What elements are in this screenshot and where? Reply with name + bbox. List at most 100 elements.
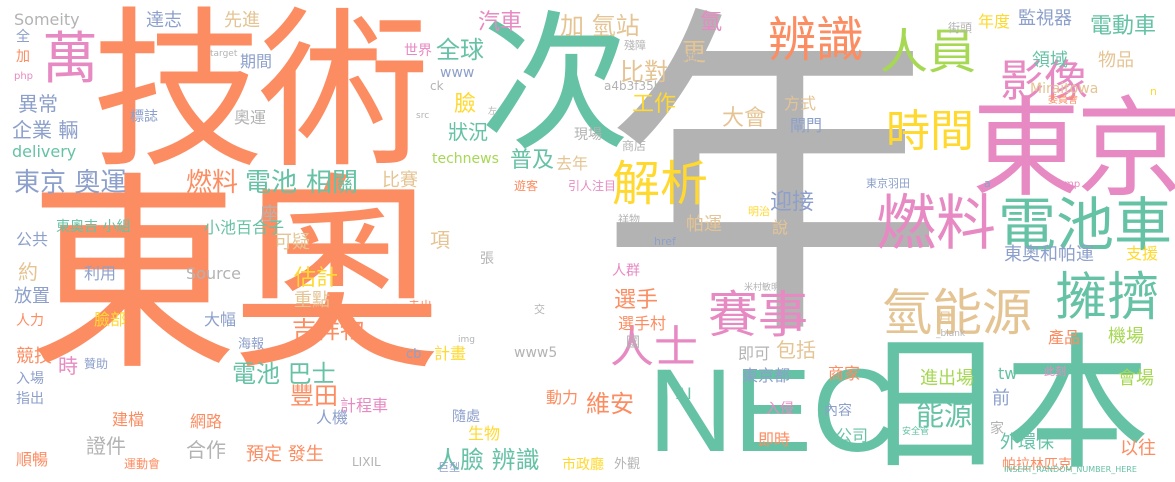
- word-href: href: [654, 235, 676, 248]
- word-xuanshoucun: 選手村: [618, 314, 667, 333]
- word-jichang: 機場: [1108, 326, 1144, 347]
- word-yundonghui: 運動會: [124, 457, 161, 471]
- word-nian: 年: [600, 0, 945, 381]
- word-dianchi: 電池: [245, 168, 298, 198]
- word-zhongdian: 重點: [294, 290, 330, 311]
- word-jishi: 即時: [758, 430, 791, 449]
- word-shengwu: 生物: [468, 424, 501, 443]
- word-quan: 全: [16, 29, 30, 45]
- word-renyuan: 人員: [880, 24, 977, 80]
- word-palalinpike: 帕拉林匹克: [1002, 457, 1072, 473]
- word-quanqiu: 全球: [436, 36, 484, 64]
- word-riben: 日本: [862, 320, 1150, 482]
- word-bianshi: 辨識: [768, 12, 865, 68]
- word-ruqin: 入侵: [766, 401, 794, 417]
- word-yongji: 擁擠: [1055, 268, 1160, 328]
- word-yuding-fasheng: 預定 發生: [246, 444, 324, 465]
- word-mucun: 米村敏明: [744, 283, 781, 293]
- word-zhengjian: 證件: [86, 434, 126, 458]
- word-gongsi: 公司: [836, 426, 869, 445]
- word-dongjingdu: 東京都: [742, 366, 791, 385]
- word-puji: 普及: [510, 148, 555, 173]
- word-blank: _blank: [936, 329, 966, 339]
- word-dianlidongche: 電動車: [1090, 14, 1157, 39]
- word-shangdian: 商店: [622, 139, 647, 153]
- word-jingji: 競技: [16, 346, 52, 367]
- word-huichang: 會場: [1118, 368, 1154, 389]
- word-shunchang: 順暢: [16, 450, 49, 469]
- word-weiyuanhui: 委員會: [1048, 95, 1078, 106]
- word-jianjian: 建檔: [112, 410, 145, 429]
- word-xiang: 項: [430, 228, 450, 252]
- word-zoucu: 走出: [408, 299, 433, 313]
- word-jike: 即可: [738, 344, 771, 363]
- word-yiwang: 以往: [1120, 438, 1156, 459]
- word-jietou: 街頭: [948, 21, 973, 35]
- word-suichu: 隨處: [452, 409, 480, 425]
- word-nec: NEC: [648, 345, 898, 477]
- word-wupin: 物品: [1098, 50, 1134, 71]
- word-shuo: 說: [772, 218, 789, 237]
- word-dazhi: 達志: [146, 10, 182, 31]
- word-php: php: [14, 71, 34, 82]
- word-wan: 萬: [42, 27, 98, 92]
- word-fangshi: 方式: [784, 94, 817, 113]
- word-weian: 維安: [586, 390, 634, 418]
- word-xianjin: 先進: [224, 10, 260, 31]
- word-dongao: 東奧: [28, 154, 442, 399]
- word-lianbu: 臉部: [94, 310, 127, 329]
- word-yichang: 異常: [18, 92, 58, 116]
- word-cb: cb: [406, 347, 422, 362]
- word-dongjing: 東京: [972, 87, 1175, 212]
- word-jianshiqi: 監視器: [1018, 8, 1072, 29]
- word-xuanshou: 選手: [614, 288, 659, 313]
- word-qingnengyuan: 氫能源: [882, 284, 1032, 342]
- word-chanpin: 產品: [1048, 328, 1081, 347]
- word-jixiangwu: 吉祥物: [292, 316, 364, 344]
- word-gongzuo: 工作: [632, 92, 677, 117]
- word-jia2: 家: [990, 421, 1004, 437]
- word-keyi: 可疑: [274, 232, 310, 253]
- word-lian: 臉: [454, 92, 477, 117]
- word-dianchi-bashi: 電池 巴士: [232, 360, 336, 388]
- word-bidui: 比對: [620, 58, 668, 86]
- word-aoyun: 奧運: [234, 108, 267, 127]
- word-wanglu: 網路: [190, 412, 223, 431]
- word-mingzhi: 明治: [748, 205, 770, 218]
- word-ck: ck: [430, 79, 444, 93]
- word-gongguan: 公共: [16, 230, 49, 249]
- word-guji: 估計: [294, 266, 339, 291]
- word-geng: 更: [682, 38, 706, 66]
- word-zuo2: 左: [488, 107, 498, 117]
- word-dongli: 動力: [546, 388, 579, 407]
- word-zhuangkuang: 狀況: [448, 120, 488, 144]
- word-dahui: 大會: [722, 106, 767, 131]
- word-qiye-liang: 企業 輛: [12, 118, 79, 142]
- word-amp: amp: [1058, 179, 1081, 190]
- word-yuanyue: 月: [938, 311, 952, 327]
- word-waihuanbao: 外環保: [1000, 432, 1054, 453]
- word-renli: 人力: [16, 313, 44, 329]
- word-insert: INSERT_RANDOM_NUMBER_HERE: [1004, 465, 1137, 474]
- word-guo: 國: [626, 335, 640, 351]
- word-someity: Someity: [14, 10, 80, 29]
- word-juxing: 巨型: [438, 461, 460, 474]
- word-dongjing-yutian: 東京羽田: [866, 177, 910, 190]
- word-delivery: delivery: [12, 142, 77, 161]
- word-a-letter: a: [984, 177, 991, 190]
- word-yinren: 引人注目: [568, 179, 617, 193]
- word-zuo: 座: [260, 204, 278, 225]
- word-heyun: 帕運: [686, 214, 722, 235]
- word-cike: 此刻: [1044, 365, 1066, 378]
- word-jihua: 計畫: [434, 344, 467, 363]
- word-zhangcheng: 張: [480, 251, 494, 267]
- word-technews: technews: [432, 151, 499, 167]
- word-renqun: 人群: [612, 263, 640, 279]
- word-dianchiche: 電池車: [998, 191, 1173, 259]
- word-jiaqingzhan: 加 氫站: [560, 12, 640, 40]
- word-source: Source: [186, 264, 241, 283]
- word-neirong: 內容: [824, 403, 852, 419]
- word-liyong: 利用: [84, 264, 117, 283]
- word-hezuo: 合作: [186, 438, 226, 462]
- word-target: target: [210, 49, 238, 59]
